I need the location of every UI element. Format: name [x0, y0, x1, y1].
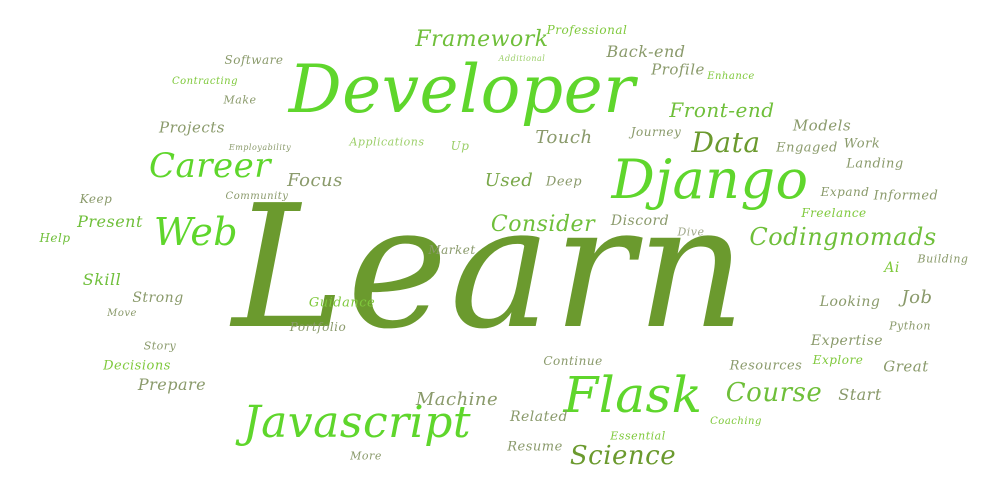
word-present: Present — [77, 212, 143, 231]
word-flask: Flask — [563, 366, 703, 424]
word-touch: Touch — [535, 127, 593, 148]
word-data: Data — [691, 126, 761, 159]
word-projects: Projects — [159, 118, 225, 137]
word-looking: Looking — [819, 294, 881, 310]
word-work: Work — [843, 136, 881, 152]
word-story: Story — [143, 339, 177, 353]
word-job: Job — [901, 287, 933, 308]
word-engaged: Engaged — [776, 140, 838, 156]
word-framework: Framework — [415, 27, 549, 52]
word-portfolio: Portfolio — [289, 320, 347, 334]
word-explore: Explore — [812, 353, 864, 367]
word-django: Django — [611, 148, 809, 211]
word-decisions: Decisions — [103, 358, 171, 374]
word-coaching: Coaching — [710, 416, 762, 427]
word-expand: Expand — [820, 185, 870, 199]
word-course: Course — [725, 378, 823, 408]
word-profile: Profile — [651, 60, 705, 79]
word-help: Help — [39, 231, 71, 245]
word-related: Related — [509, 409, 569, 425]
word-resume: Resume — [507, 439, 563, 455]
word-enhance: Enhance — [707, 71, 755, 82]
word-contracting: Contracting — [171, 76, 239, 87]
word-deep: Deep — [545, 174, 583, 190]
word-applications: Applications — [349, 135, 425, 149]
word-market: Market — [428, 243, 476, 257]
word-up: Up — [450, 139, 470, 153]
word-learn: Learn — [232, 169, 748, 367]
word-web: Web — [153, 210, 239, 254]
word-models: Models — [792, 116, 852, 135]
word-focus: Focus — [287, 170, 343, 191]
word-strong: Strong — [132, 290, 184, 306]
word-landing: Landing — [846, 156, 904, 172]
word-career: Career — [148, 146, 272, 186]
word-keep: Keep — [79, 192, 113, 206]
word-expertise: Expertise — [810, 333, 884, 349]
word-great: Great — [883, 357, 929, 376]
word-informed: Informed — [873, 188, 939, 204]
word-start: Start — [838, 385, 882, 404]
word-building: Building — [917, 252, 969, 266]
word-javascript: Javascript — [242, 397, 472, 448]
word-python: Python — [889, 319, 931, 333]
word-used: Used — [484, 170, 534, 191]
word-move: Move — [107, 308, 137, 319]
word-machine: Machine — [415, 389, 499, 410]
word-prepare: Prepare — [137, 375, 207, 394]
word-discord: Discord — [610, 213, 670, 229]
word-science: Science — [569, 441, 677, 471]
word-continue: Continue — [543, 354, 603, 368]
word-employability: Employability — [228, 143, 292, 152]
word-dive: Dive — [677, 225, 705, 239]
word-freelance: Freelance — [801, 206, 867, 220]
word-consider: Consider — [490, 212, 596, 237]
word-make: Make — [223, 93, 257, 107]
word-skill: Skill — [82, 270, 122, 289]
word-developer: Developer — [288, 51, 636, 128]
word-additional: Additional — [498, 54, 546, 63]
word-professional: Professional — [546, 23, 628, 37]
word-resources: Resources — [729, 358, 803, 374]
word-more: More — [350, 449, 382, 463]
word-guidance: Guidance — [308, 295, 376, 311]
word-codingnomads: Codingnomads — [749, 223, 937, 251]
word-software: Software — [224, 53, 284, 67]
word-ai: Ai — [884, 260, 900, 276]
word-back-end: Back-end — [606, 42, 686, 61]
word-front-end: Front-end — [669, 98, 775, 122]
word-community: Community — [225, 191, 289, 202]
word-journey: Journey — [630, 125, 682, 139]
word-essential: Essential — [610, 429, 666, 443]
